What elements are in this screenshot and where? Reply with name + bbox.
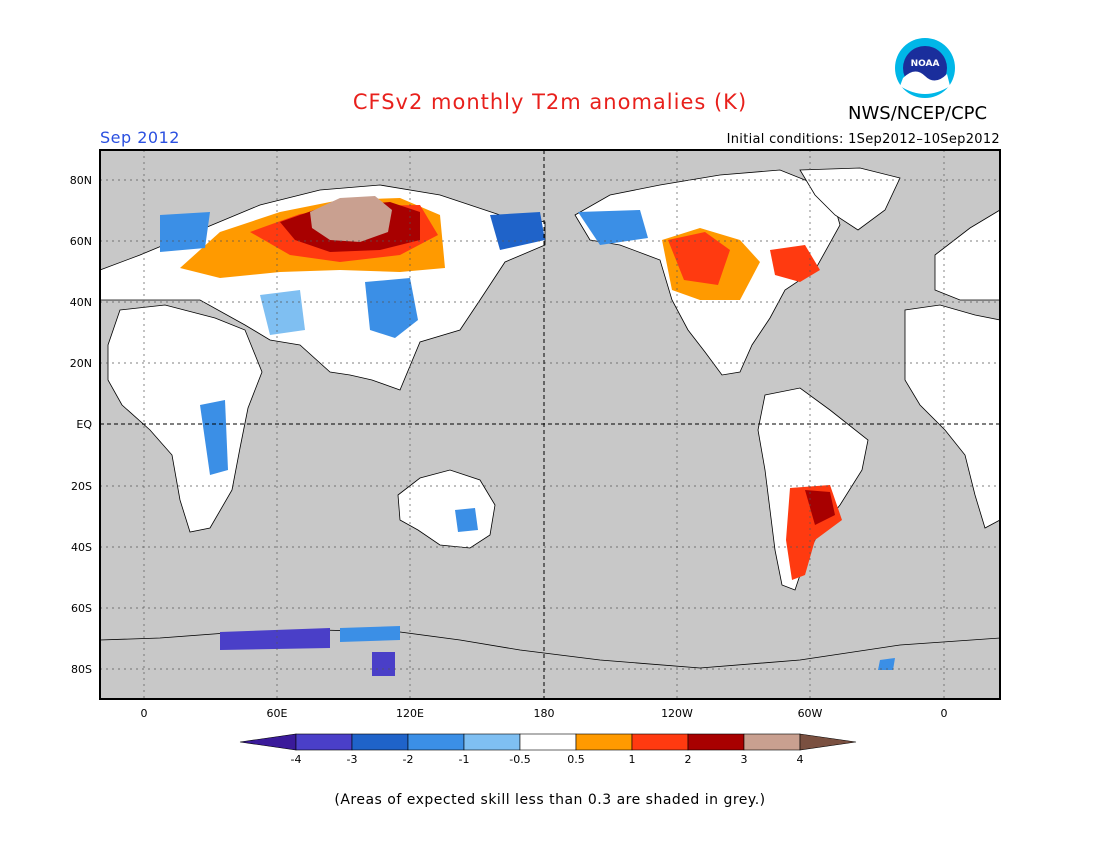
colorbar-tick-label: -1 <box>459 753 470 766</box>
lat-label: 80S <box>71 663 92 676</box>
colorbar-tick-label: -3 <box>347 753 358 766</box>
chart-title: CFSv2 monthly T2m anomalies (K) <box>352 90 748 114</box>
lat-label: 80N <box>70 174 92 187</box>
valid-month-label: Sep 2012 <box>100 128 180 147</box>
lon-label: 120W <box>661 707 693 720</box>
colorbar-segment <box>407 733 465 751</box>
lon-label: 0 <box>941 707 948 720</box>
colorbar-segment <box>575 733 633 751</box>
colorbar-segment <box>743 733 801 751</box>
lat-axis: 80N 60N 40N 20N EQ 20S 40S 60S 80S <box>70 174 93 676</box>
colorbar-segment <box>799 733 857 751</box>
colorbar-tick-label: 2 <box>685 753 692 766</box>
lat-label: 40N <box>70 296 92 309</box>
colorbar-segment <box>295 733 353 751</box>
colorbar: -4 -3 -2 -1 -0.5 0.5 1 2 3 4 <box>239 733 857 766</box>
colorbar-tick-label: 0.5 <box>567 753 585 766</box>
lat-label: 60S <box>71 602 92 615</box>
anomaly-patches <box>160 196 895 676</box>
initial-conditions-label: Initial conditions: 1Sep2012–10Sep2012 <box>726 132 1000 147</box>
colorbar-segment <box>351 733 409 751</box>
colorbar-tick-label: 4 <box>797 753 804 766</box>
noaa-logo-text: NOAA <box>911 59 940 69</box>
lon-label: 0 <box>141 707 148 720</box>
map-frame <box>99 149 1001 700</box>
lon-label: 60W <box>798 707 823 720</box>
lon-axis: 0 60E 120E 180 120W 60W 0 <box>141 707 948 720</box>
colorbar-tick-label: -0.5 <box>509 753 530 766</box>
colorbar-tick-label: -4 <box>291 753 302 766</box>
lat-label: 60N <box>70 235 92 248</box>
lon-label: 60E <box>267 707 288 720</box>
agency-label: NWS/NCEP/CPC <box>848 103 988 124</box>
noaa-logo: NOAA <box>895 38 955 98</box>
skill-footnote: (Areas of expected skill less than 0.3 a… <box>334 792 766 808</box>
colorbar-segment <box>687 733 745 751</box>
lon-label: 180 <box>534 707 555 720</box>
lat-label: 20S <box>71 480 92 493</box>
lat-label: 40S <box>71 541 92 554</box>
lon-label: 120E <box>396 707 424 720</box>
lat-label: EQ <box>76 418 92 431</box>
lat-label: 20N <box>70 357 92 370</box>
colorbar-tick-label: -2 <box>403 753 414 766</box>
colorbar-tick-label: 3 <box>741 753 748 766</box>
graticule <box>100 150 1000 699</box>
colorbar-segment <box>519 733 577 751</box>
equator-dateline <box>100 150 1000 699</box>
colorbar-segment <box>239 733 297 751</box>
colorbar-segment <box>631 733 689 751</box>
colorbar-segment <box>463 733 521 751</box>
colorbar-tick-label: 1 <box>629 753 636 766</box>
